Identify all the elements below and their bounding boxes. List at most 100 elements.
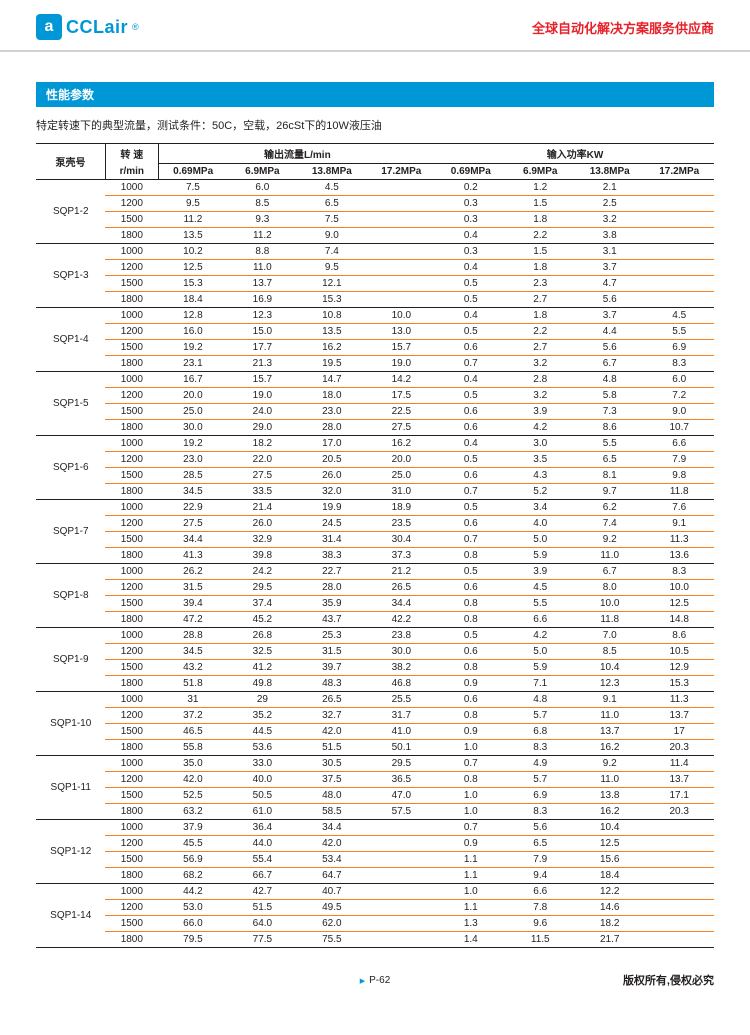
power-cell: 6.0	[644, 372, 714, 388]
flow-cell: 34.4	[367, 596, 436, 612]
col-header-pressure: 13.8MPa	[575, 164, 644, 180]
flow-cell: 22.9	[158, 500, 227, 516]
flow-cell: 11.0	[228, 260, 297, 276]
speed-cell: 1800	[105, 932, 158, 948]
power-cell: 0.4	[436, 260, 505, 276]
flow-cell: 43.2	[158, 660, 227, 676]
table-row: 150056.955.453.41.17.915.6	[36, 852, 714, 868]
power-cell: 5.0	[506, 644, 575, 660]
flow-cell: 29.5	[367, 756, 436, 772]
page-content: 性能参数 特定转速下的典型流量，测试条件：50C，空载，26cSt下的10W液压…	[0, 52, 750, 964]
speed-cell: 1200	[105, 260, 158, 276]
power-cell: 0.8	[436, 596, 505, 612]
power-cell: 9.1	[644, 516, 714, 532]
flow-cell: 41.2	[228, 660, 297, 676]
power-cell: 6.8	[506, 724, 575, 740]
flow-cell: 18.9	[367, 500, 436, 516]
power-cell: 0.4	[436, 228, 505, 244]
flow-cell: 40.0	[228, 772, 297, 788]
table-body: SQP1-210007.56.04.50.21.22.112009.58.56.…	[36, 180, 714, 948]
power-cell: 9.1	[575, 692, 644, 708]
flow-cell: 46.5	[158, 724, 227, 740]
power-cell: 0.6	[436, 420, 505, 436]
power-cell: 0.2	[436, 180, 505, 196]
flow-cell: 12.8	[158, 308, 227, 324]
flow-cell: 29.5	[228, 580, 297, 596]
flow-cell: 15.3	[297, 292, 366, 308]
power-cell: 7.1	[506, 676, 575, 692]
flow-cell	[367, 932, 436, 948]
power-cell: 0.3	[436, 212, 505, 228]
power-cell	[644, 196, 714, 212]
power-cell: 1.8	[506, 308, 575, 324]
power-cell: 0.5	[436, 500, 505, 516]
flow-cell: 45.5	[158, 836, 227, 852]
flow-cell: 79.5	[158, 932, 227, 948]
speed-cell: 1500	[105, 724, 158, 740]
flow-cell: 32.9	[228, 532, 297, 548]
table-row: 120045.544.042.00.96.512.5	[36, 836, 714, 852]
power-cell: 1.3	[436, 916, 505, 932]
power-cell: 8.0	[575, 580, 644, 596]
speed-cell: 1200	[105, 772, 158, 788]
flow-cell: 24.5	[297, 516, 366, 532]
col-header-speed-unit: r/min	[105, 164, 158, 180]
pump-cell: SQP1-12	[36, 820, 105, 884]
flow-cell: 18.4	[158, 292, 227, 308]
power-cell: 18.2	[575, 916, 644, 932]
power-cell: 2.7	[506, 340, 575, 356]
power-cell: 1.0	[436, 884, 505, 900]
table-row: 120023.022.020.520.00.53.56.57.9	[36, 452, 714, 468]
power-cell: 13.6	[644, 548, 714, 564]
pump-cell: SQP1-14	[36, 884, 105, 948]
power-cell	[644, 228, 714, 244]
power-cell: 1.2	[506, 180, 575, 196]
power-cell: 0.7	[436, 820, 505, 836]
power-cell: 14.6	[575, 900, 644, 916]
pump-cell: SQP1-7	[36, 500, 105, 564]
power-cell: 10.7	[644, 420, 714, 436]
power-cell: 11.0	[575, 548, 644, 564]
power-cell: 12.5	[644, 596, 714, 612]
power-cell: 17.1	[644, 788, 714, 804]
power-cell: 8.6	[575, 420, 644, 436]
flow-cell: 26.0	[228, 516, 297, 532]
power-cell: 3.2	[506, 388, 575, 404]
power-cell: 7.0	[575, 628, 644, 644]
power-cell: 12.9	[644, 660, 714, 676]
power-cell: 0.5	[436, 564, 505, 580]
power-cell: 15.3	[644, 676, 714, 692]
table-row: 180013.511.29.00.42.23.8	[36, 228, 714, 244]
power-cell: 6.7	[575, 356, 644, 372]
table-row: 150052.550.548.047.01.06.913.817.1	[36, 788, 714, 804]
flow-cell: 44.0	[228, 836, 297, 852]
flow-cell: 53.0	[158, 900, 227, 916]
power-cell: 0.5	[436, 276, 505, 292]
power-cell: 4.3	[506, 468, 575, 484]
flow-cell: 21.2	[367, 564, 436, 580]
flow-cell: 45.2	[228, 612, 297, 628]
flow-cell: 16.2	[297, 340, 366, 356]
flow-cell: 48.3	[297, 676, 366, 692]
power-cell: 2.5	[575, 196, 644, 212]
flow-cell: 37.5	[297, 772, 366, 788]
power-cell: 5.9	[506, 548, 575, 564]
flow-cell: 19.2	[158, 436, 227, 452]
speed-cell: 1200	[105, 452, 158, 468]
power-cell: 0.8	[436, 548, 505, 564]
table-row: 120034.532.531.530.00.65.08.510.5	[36, 644, 714, 660]
table-row: 150046.544.542.041.00.96.813.717	[36, 724, 714, 740]
power-cell: 7.8	[506, 900, 575, 916]
power-cell	[644, 836, 714, 852]
flow-cell: 12.3	[228, 308, 297, 324]
speed-cell: 1200	[105, 516, 158, 532]
power-cell: 5.7	[506, 772, 575, 788]
speed-cell: 1000	[105, 564, 158, 580]
flow-cell: 34.5	[158, 644, 227, 660]
flow-cell: 16.0	[158, 324, 227, 340]
power-cell: 0.6	[436, 516, 505, 532]
power-cell: 1.5	[506, 244, 575, 260]
speed-cell: 1000	[105, 820, 158, 836]
flow-cell	[367, 228, 436, 244]
flow-cell: 39.7	[297, 660, 366, 676]
